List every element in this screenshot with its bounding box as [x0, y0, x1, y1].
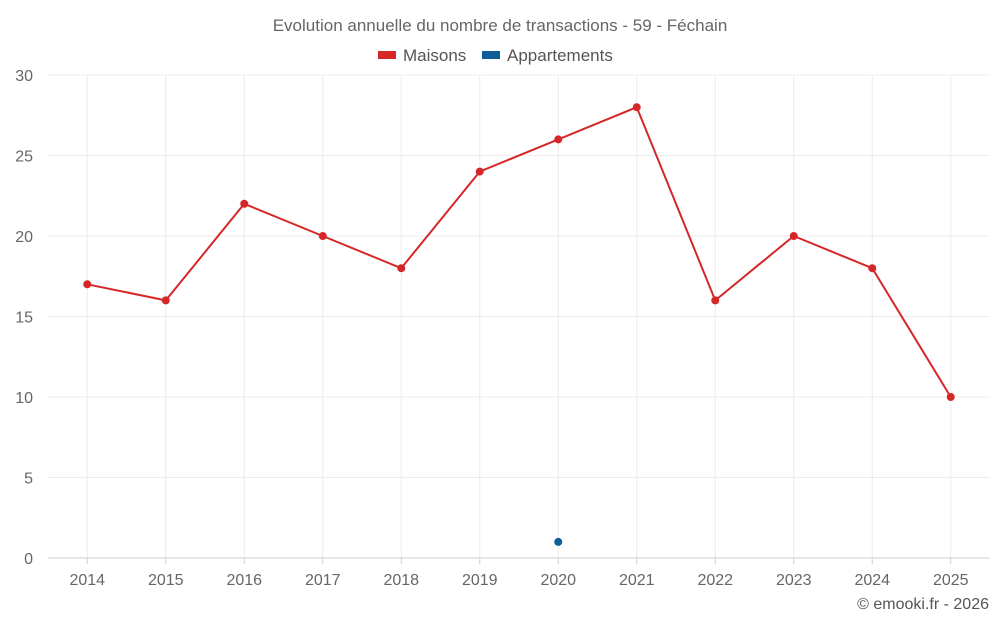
- x-tick-label: 2015: [148, 572, 184, 589]
- x-tick-label: 2025: [933, 572, 969, 589]
- data-point-maisons-2018[interactable]: [397, 264, 406, 273]
- series-appartements: [554, 537, 563, 546]
- data-point-maisons-2014[interactable]: [83, 280, 92, 289]
- series-line-maisons: [87, 106, 952, 398]
- legend-item-appartements[interactable]: Appartements: [482, 46, 613, 65]
- y-tick-label: 20: [15, 229, 33, 246]
- data-point-maisons-2017[interactable]: [318, 232, 327, 240]
- y-tick-label: 0: [24, 551, 33, 568]
- grid: [48, 74, 990, 558]
- x-tick-label: 2024: [854, 572, 890, 589]
- y-tick-label: 10: [15, 390, 33, 407]
- y-tick-label: 5: [24, 471, 33, 488]
- data-point-maisons-2020[interactable]: [554, 135, 563, 144]
- legend-swatch-maisons: [378, 51, 396, 59]
- y-tick-label: 25: [15, 149, 33, 166]
- data-point-maisons-2019[interactable]: [475, 167, 484, 176]
- data-point-appartements-2020[interactable]: [554, 537, 563, 546]
- data-point-maisons-2015[interactable]: [161, 296, 170, 305]
- credit-text: © emooki.fr - 2026: [857, 596, 989, 613]
- data-point-maisons-2023[interactable]: [789, 232, 798, 240]
- x-tick-label: 2021: [619, 572, 655, 589]
- legend-swatch-appartements: [482, 51, 500, 59]
- x-tick-label: 2022: [697, 572, 733, 589]
- x-tick-label: 2014: [69, 572, 105, 589]
- series: [83, 103, 955, 546]
- legend-item-maisons[interactable]: Maisons: [378, 46, 466, 65]
- chart-title: Evolution annuelle du nombre de transact…: [273, 16, 728, 35]
- legend-label-appartements: Appartements: [507, 46, 613, 65]
- legend: Maisons Appartements: [378, 46, 613, 65]
- data-point-maisons-2025[interactable]: [946, 393, 955, 401]
- data-point-maisons-2022[interactable]: [711, 296, 720, 305]
- x-tick-label: 2019: [462, 572, 498, 589]
- data-point-maisons-2016[interactable]: [240, 199, 249, 208]
- x-tick-label: 2016: [226, 572, 262, 589]
- legend-label-maisons: Maisons: [403, 46, 466, 65]
- x-tick-label: 2018: [383, 572, 419, 589]
- x-tick-label: 2023: [776, 572, 812, 589]
- y-tick-label: 30: [15, 68, 33, 85]
- series-maisons: [83, 103, 955, 401]
- data-point-maisons-2024[interactable]: [868, 264, 877, 273]
- x-tick-label: 2017: [305, 572, 341, 589]
- x-tick-label: 2020: [540, 572, 576, 589]
- data-point-maisons-2021[interactable]: [632, 103, 641, 112]
- y-tick-label: 15: [15, 310, 33, 327]
